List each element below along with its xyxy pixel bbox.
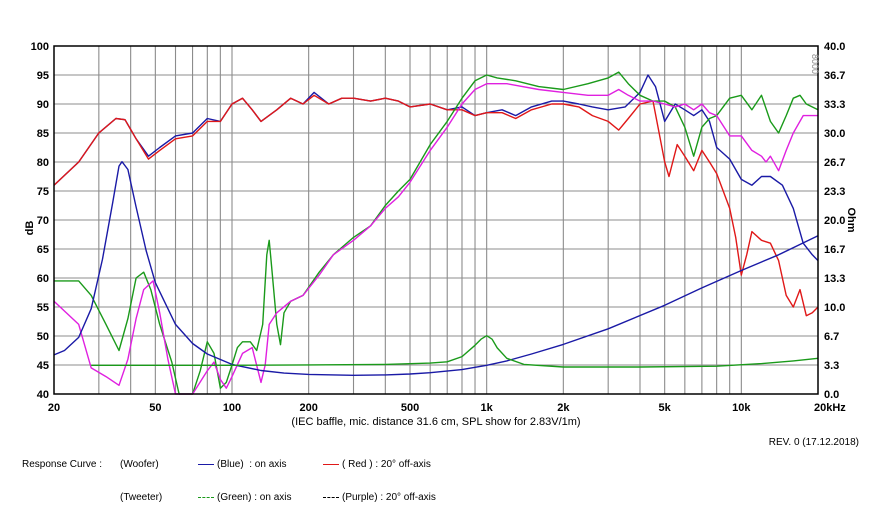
legend-swatch-purple [323, 496, 339, 498]
legend-row-tweeter: (Tweeter) (Green) : on axis (Purple) : 2… [22, 492, 436, 503]
y-right-tick-label: 40.0 [824, 41, 845, 53]
legend-woofer-on-axis: (Blue) : on axis [198, 459, 323, 470]
x-tick-label: 20kHz [814, 402, 846, 414]
y-right-tick-label: 6.7 [824, 331, 839, 343]
legend-tweeter-on-axis: (Green) : on axis [198, 492, 323, 503]
legend-blue-label: (Blue) : on axis [217, 459, 287, 470]
series-line-tweeter-impedance [91, 335, 819, 368]
legend-row-woofer: Response Curve : (Woofer) (Blue) : on ax… [22, 459, 436, 470]
y-left-tick-label: 45 [37, 360, 49, 372]
legend-woofer-off-axis: ( Red ) : 20° off-axis [323, 459, 431, 470]
x-tick-labels: 20 50 100 200 500 1k 2k 5k 10k 20kHz [48, 402, 846, 414]
legend-purple-label: (Purple) : 20° off-axis [342, 492, 436, 503]
y-right-tick-label: 23.3 [824, 186, 845, 198]
plot-frame [53, 45, 819, 395]
y-right-tick-label: 13.3 [824, 273, 845, 285]
y-left-tick-label: 55 [37, 302, 49, 314]
x-tick-label: 200 [299, 402, 317, 414]
legend-swatch-blue [198, 463, 214, 465]
y-right-tick-label: 30.0 [824, 128, 845, 140]
x-tick-label: 1k [481, 402, 494, 414]
x-tick-label: 10k [732, 402, 751, 414]
frequency-response-chart: 20 50 100 200 500 1k 2k 5k 10k 20kHz 100 95 90 85 80 7… [24, 41, 857, 428]
y-right-tick-labels: 40.0 36.7 33.3 30.0 26.7 23.3 20.0 16.7 13.3 10.0… [824, 41, 845, 401]
y-left-tick-label: 75 [37, 186, 49, 198]
chart-caption: (IEC baffle, mic. distance 31.6 cm, SPL … [291, 416, 580, 428]
y-left-tick-label: 50 [37, 331, 49, 343]
y-left-tick-label: 100 [31, 41, 49, 53]
y-left-tick-label: 40 [37, 389, 49, 401]
legend-title: Response Curve : [22, 459, 103, 470]
watermark: 8000 [810, 54, 820, 75]
legend-green-label: (Green) : on axis [217, 492, 292, 503]
y-right-tick-label: 36.7 [824, 70, 845, 82]
y-left-tick-labels: 100 95 90 85 80 75 70 65 60 55 50 45 40 [31, 41, 49, 401]
y-right-tick-label: 3.3 [824, 360, 839, 372]
legend-tweeter-label: (Tweeter) [120, 492, 163, 503]
series-line-tweeter-20-off-axis [53, 82, 818, 395]
x-tick-label: 100 [223, 402, 241, 414]
y-left-tick-label: 95 [37, 70, 49, 82]
x-tick-label: 5k [659, 402, 672, 414]
legend-red-label: ( Red ) : 20° off-axis [342, 459, 431, 470]
x-tick-label: 500 [401, 402, 419, 414]
y-left-tick-label: 85 [37, 128, 49, 140]
legend-tweeter-off-axis: (Purple) : 20° off-axis [323, 492, 436, 503]
series-line-woofer-20-off-axis [53, 94, 819, 317]
y-right-tick-label: 26.7 [824, 157, 845, 169]
legend-swatch-green [198, 496, 214, 498]
y-right-tick-label: 0.0 [824, 389, 839, 401]
y-right-tick-label: 20.0 [824, 215, 845, 227]
revision-label: REV. 0 (17.12.2018) [768, 437, 859, 448]
y-left-tick-label: 90 [37, 99, 49, 111]
legend-woofer-label: (Woofer) [120, 459, 159, 470]
y-right-tick-label: 10.0 [824, 302, 845, 314]
y-left-tick-label: 80 [37, 157, 49, 169]
x-tick-label: 2k [557, 402, 570, 414]
legend-spacer [22, 492, 120, 503]
y-left-axis-title: dB [24, 221, 36, 236]
legend: Response Curve : (Woofer) (Blue) : on ax… [22, 437, 436, 514]
y-left-tick-label: 65 [37, 244, 49, 256]
y-left-tick-label: 70 [37, 215, 49, 227]
x-tick-label: 20 [48, 402, 60, 414]
y-right-tick-label: 33.3 [824, 99, 845, 111]
y-right-axis-title: Ohm [845, 207, 857, 232]
y-right-tick-label: 16.7 [824, 244, 845, 256]
legend-swatch-red [323, 463, 339, 465]
series-line-woofer-impedance [53, 160, 819, 376]
x-tick-label: 50 [149, 402, 161, 414]
grid [54, 46, 818, 394]
y-left-tick-label: 60 [37, 273, 49, 285]
